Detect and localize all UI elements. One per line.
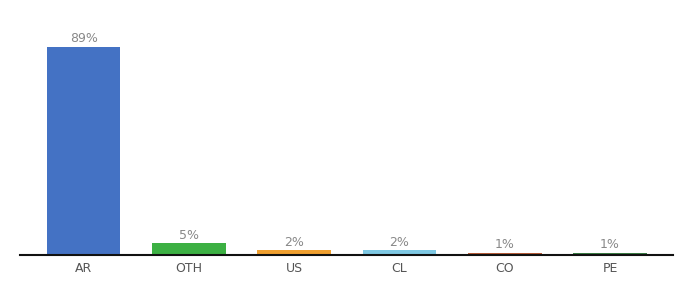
Bar — [468, 253, 541, 255]
Bar — [257, 250, 331, 255]
Bar — [47, 47, 120, 255]
Text: 2%: 2% — [284, 236, 304, 249]
Text: 89%: 89% — [69, 32, 97, 45]
Text: 2%: 2% — [390, 236, 409, 249]
Text: 1%: 1% — [495, 238, 515, 251]
Bar — [152, 243, 226, 255]
Bar — [573, 253, 647, 255]
Bar — [362, 250, 437, 255]
Text: 5%: 5% — [179, 229, 199, 242]
Text: 1%: 1% — [600, 238, 620, 251]
